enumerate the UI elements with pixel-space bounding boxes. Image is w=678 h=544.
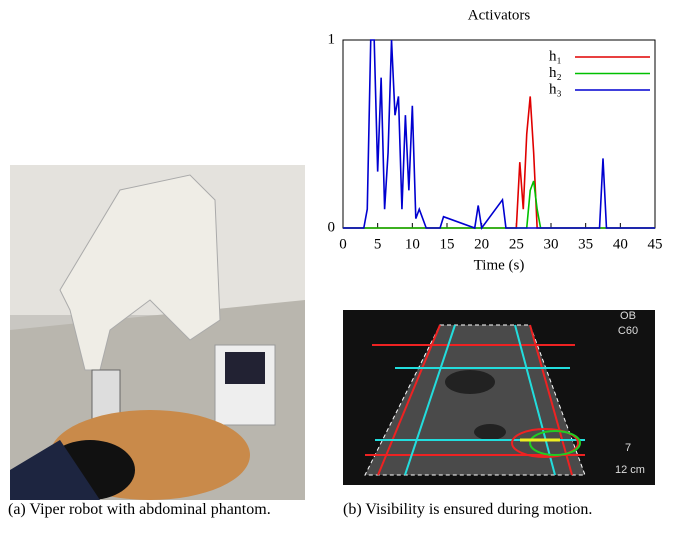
- ultrasound-image: OB C60 7 12 cm: [343, 310, 655, 485]
- x-tick-label: 25: [509, 236, 524, 252]
- caption: (a) Viper robot with abdominal phantom.: [8, 501, 271, 518]
- chart-title: Activators: [468, 7, 531, 23]
- legend-label: h₁: [549, 48, 562, 64]
- robot-photo: [10, 165, 305, 500]
- x-tick-label: 40: [613, 236, 628, 252]
- legend-label: h₃: [549, 81, 562, 97]
- caption: (b) Visibility is ensured during motion.: [343, 501, 593, 518]
- x-tick-label: 15: [440, 236, 455, 252]
- legend-label: h₂: [549, 65, 562, 81]
- series-line: [343, 39, 655, 231]
- x-tick-label: 30: [544, 236, 559, 252]
- x-tick-label: 20: [474, 236, 489, 252]
- x-tick-label: 0: [339, 236, 347, 252]
- plot-frame: [342, 39, 656, 229]
- us-label: OB: [620, 310, 636, 322]
- x-tick-label: 5: [374, 236, 382, 252]
- us-label: 7: [625, 442, 631, 454]
- y-tick-label: 1: [328, 31, 336, 47]
- x-axis-label: Time (s): [474, 257, 525, 273]
- us-label: 12 cm: [615, 464, 645, 476]
- x-tick-label: 10: [405, 236, 420, 252]
- us-label: C60: [618, 325, 638, 337]
- y-tick-label: 0: [328, 219, 336, 235]
- x-tick-label: 35: [578, 236, 593, 252]
- x-tick-label: 45: [648, 236, 663, 252]
